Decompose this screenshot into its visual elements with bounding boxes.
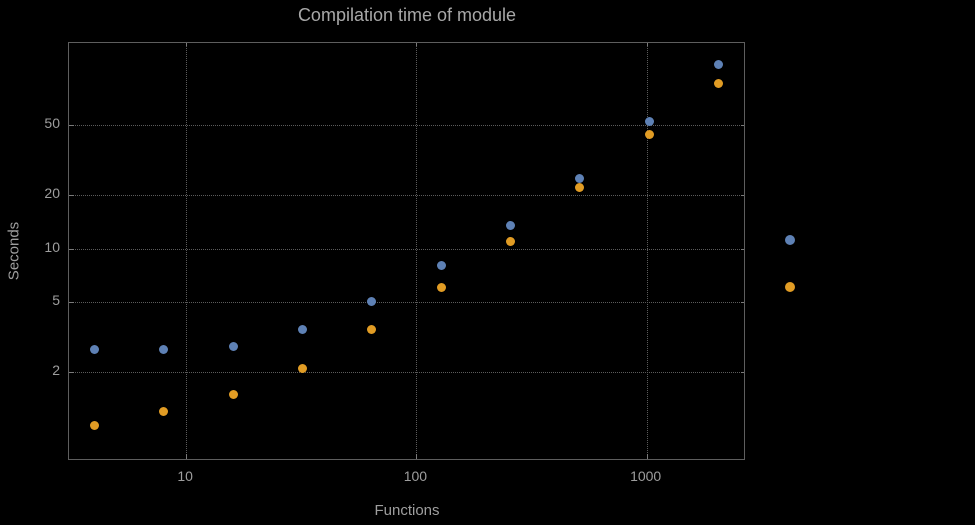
y-tick-label: 5 (52, 291, 60, 308)
y-tick-mark (69, 195, 74, 197)
x-tick-mark (416, 454, 418, 459)
x-tick-label: 1000 (630, 468, 662, 484)
data-point (297, 363, 307, 373)
y-gridline (69, 301, 744, 303)
data-point (644, 130, 654, 140)
legend-label (802, 231, 806, 245)
plot-area (68, 42, 745, 460)
y-tick-mark (741, 124, 744, 126)
data-point (89, 420, 99, 430)
x-tick-label: 100 (403, 468, 428, 484)
data-point (505, 236, 515, 246)
data-point (159, 406, 169, 416)
x-tick-mark (416, 43, 418, 46)
data-point (575, 183, 585, 193)
y-tick-label: 20 (44, 185, 60, 202)
y-tick-mark (741, 248, 744, 250)
y-tick-mark (741, 301, 744, 303)
y-tick-label: 50 (44, 114, 60, 131)
y-gridline (69, 124, 744, 126)
data-point (297, 324, 307, 334)
data-point (505, 220, 515, 230)
data-point (89, 344, 99, 354)
x-tick-mark (186, 43, 188, 46)
x-tick-mark (646, 43, 648, 46)
y-gridline (69, 195, 744, 197)
data-point (644, 117, 654, 127)
data-point (436, 283, 446, 293)
x-tick-mark (186, 454, 188, 459)
x-gridline (646, 43, 648, 459)
y-gridline (69, 248, 744, 250)
data-point (713, 78, 723, 88)
x-axis-label: Functions (374, 502, 440, 519)
y-tick-mark (69, 372, 74, 374)
x-tick-label: 10 (177, 468, 193, 484)
legend-label (802, 278, 806, 292)
y-tick-mark (69, 248, 74, 250)
data-point (228, 389, 238, 399)
chart-title: Compilation time of module (297, 5, 517, 25)
data-point (159, 344, 169, 354)
data-point (367, 324, 377, 334)
y-tick-mark (741, 195, 744, 197)
y-tick-mark (69, 124, 74, 126)
y-tick-label: 2 (52, 362, 60, 379)
y-tick-mark (741, 372, 744, 374)
y-gridline (69, 372, 744, 374)
data-point (228, 341, 238, 351)
legend-marker (785, 282, 795, 292)
data-point (575, 173, 585, 183)
x-gridline (186, 43, 188, 459)
data-point (367, 297, 377, 307)
y-tick-mark (69, 301, 74, 303)
data-point (713, 59, 723, 69)
y-tick-label: 10 (44, 238, 60, 255)
data-point (436, 261, 446, 271)
legend-marker (785, 235, 795, 245)
x-tick-mark (646, 454, 648, 459)
x-gridline (416, 43, 418, 459)
